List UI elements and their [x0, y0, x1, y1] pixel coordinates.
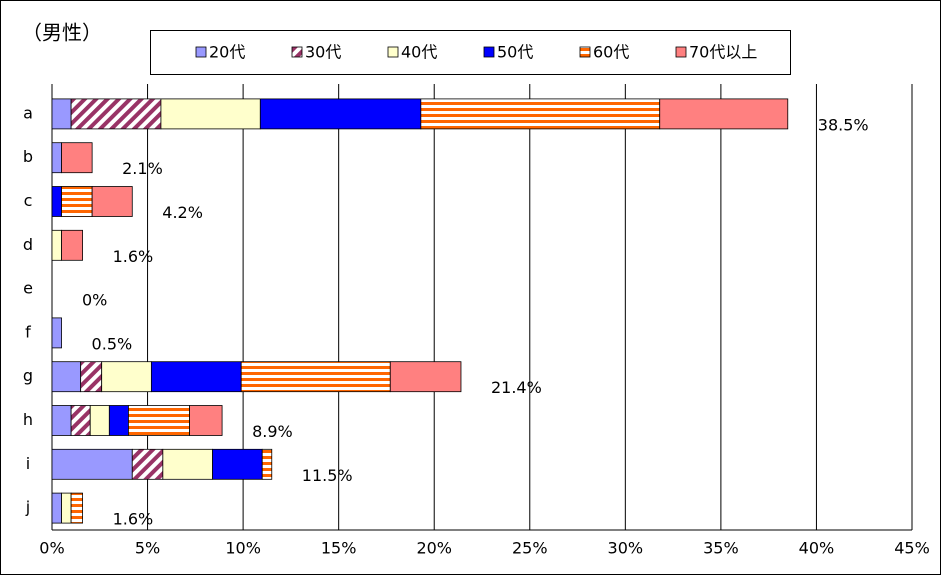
x-tick-label: 45% [894, 539, 930, 558]
bar-segment [91, 186, 133, 217]
bar-segment [261, 448, 273, 480]
total-label: 38.5% [818, 115, 869, 134]
bar-segment [70, 405, 91, 436]
bar-segment [189, 405, 223, 436]
total-label: 11.5% [302, 466, 353, 485]
bar-segment [108, 405, 129, 436]
legend-label: 70代以上 [689, 43, 757, 62]
x-tick-label: 0% [39, 539, 64, 558]
bar-segment [131, 448, 164, 480]
total-label: 0% [82, 291, 107, 310]
bar-segment [659, 98, 789, 130]
legend-label: 60代 [593, 43, 629, 62]
legend-swatch [579, 46, 591, 58]
legend-label: 20代 [209, 43, 245, 62]
bar-segment [61, 142, 93, 174]
y-tick-label: f [25, 322, 31, 341]
x-tick-label: 40% [799, 539, 835, 558]
total-label: 2.1% [122, 159, 163, 178]
bar-segment [420, 98, 661, 130]
chart-title: （男性） [22, 21, 102, 45]
x-tick-label: 15% [321, 539, 357, 558]
x-tick-label: 30% [608, 539, 644, 558]
bar-segment [80, 361, 103, 393]
total-label: 8.9% [252, 422, 293, 441]
bar-segment [212, 448, 263, 480]
total-label: 0.5% [92, 334, 133, 353]
bar-segment [70, 492, 83, 524]
total-label: 4.2% [162, 203, 203, 222]
total-label: 1.6% [113, 247, 154, 266]
total-label: 21.4% [491, 378, 542, 397]
x-tick-label: 25% [512, 539, 548, 558]
y-tick-label: e [23, 279, 33, 298]
bar-segment [51, 361, 82, 393]
x-tick-label: 20% [416, 539, 452, 558]
bar-segment [150, 361, 242, 393]
legend-label: 50代 [497, 43, 533, 62]
bar-segment [389, 361, 462, 393]
bar-segment [51, 98, 72, 130]
bar-segment [51, 186, 62, 217]
legend-swatch [291, 46, 303, 58]
y-tick-label: h [23, 410, 33, 429]
bar-segment [259, 98, 422, 130]
legend-label: 40代 [401, 43, 437, 62]
bar-segment [89, 405, 110, 436]
bar-segment [51, 317, 62, 349]
x-tick-label: 5% [135, 539, 160, 558]
y-tick-label: a [23, 103, 33, 122]
bar-segment [51, 142, 62, 174]
legend-swatch [195, 46, 207, 58]
legend-swatch [483, 46, 495, 58]
bar-segment [51, 229, 62, 261]
bar-segment [162, 448, 213, 480]
bar-segment [101, 361, 152, 393]
bar-segment [240, 361, 391, 393]
bar-segment [61, 229, 83, 261]
legend-swatch [387, 46, 399, 58]
bar-segment [51, 405, 72, 436]
legend-swatch [675, 46, 687, 58]
x-tick-label: 10% [225, 539, 261, 558]
y-tick-label: g [23, 366, 33, 385]
bar-segment [51, 492, 62, 524]
bar-segment [160, 98, 261, 130]
bar-segment [51, 448, 133, 480]
bar-segment [61, 492, 72, 524]
y-tick-label: i [26, 454, 30, 473]
x-tick-label: 35% [703, 539, 739, 558]
legend-label: 30代 [305, 43, 341, 62]
bar-segment [70, 98, 162, 130]
bar-segment [61, 186, 93, 217]
y-tick-label: j [25, 498, 30, 517]
bar-segment [128, 405, 190, 436]
y-tick-label: c [24, 191, 33, 210]
y-tick-label: b [23, 147, 33, 166]
y-tick-label: d [23, 235, 33, 254]
total-label: 1.6% [113, 510, 154, 529]
